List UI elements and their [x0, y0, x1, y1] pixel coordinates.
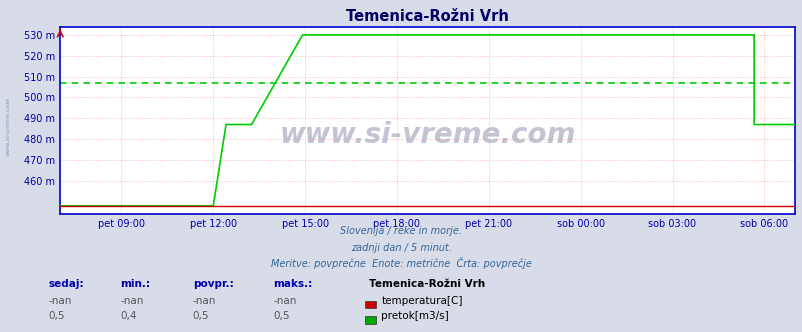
Text: Meritve: povprečne  Enote: metrične  Črta: povprečje: Meritve: povprečne Enote: metrične Črta:… [271, 257, 531, 269]
Text: -nan: -nan [120, 296, 144, 306]
Text: maks.:: maks.: [273, 279, 312, 289]
Text: min.:: min.: [120, 279, 150, 289]
Text: Slovenija / reke in morje.: Slovenija / reke in morje. [340, 226, 462, 236]
Text: -nan: -nan [192, 296, 216, 306]
Text: 0,5: 0,5 [192, 311, 209, 321]
Text: temperatura[C]: temperatura[C] [381, 296, 462, 306]
Text: 0,5: 0,5 [273, 311, 290, 321]
Text: 0,5: 0,5 [48, 311, 65, 321]
Text: zadnji dan / 5 minut.: zadnji dan / 5 minut. [350, 243, 452, 253]
Title: Temenica-Rožni Vrh: Temenica-Rožni Vrh [346, 9, 508, 24]
Text: 0,4: 0,4 [120, 311, 137, 321]
Text: sedaj:: sedaj: [48, 279, 83, 289]
Text: -nan: -nan [273, 296, 296, 306]
Text: Temenica-Rožni Vrh: Temenica-Rožni Vrh [369, 279, 485, 289]
Text: www.si-vreme.com: www.si-vreme.com [279, 122, 575, 149]
Text: www.si-vreme.com: www.si-vreme.com [6, 96, 10, 156]
Text: pretok[m3/s]: pretok[m3/s] [381, 311, 448, 321]
Text: povpr.:: povpr.: [192, 279, 233, 289]
Text: -nan: -nan [48, 296, 71, 306]
